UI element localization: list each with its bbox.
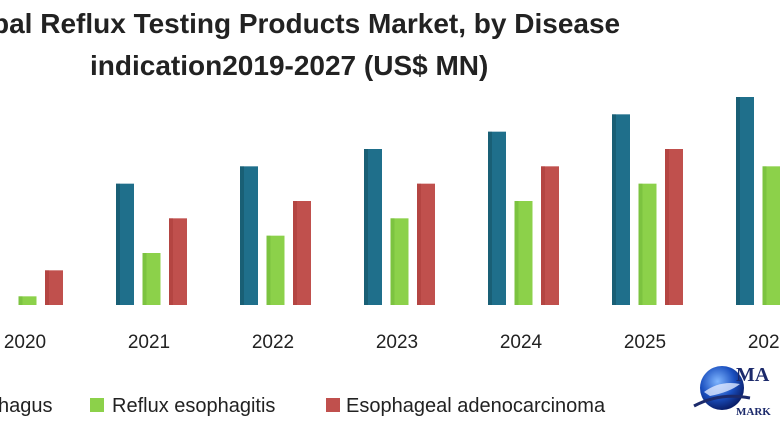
x-tick-label: 2025 (624, 332, 666, 353)
bar-shade-2024-2 (514, 201, 519, 305)
bar-2020-3 (45, 270, 63, 305)
legend-swatch (326, 398, 340, 412)
logo-text-bottom: MARK (736, 406, 771, 418)
bar-2025-1 (612, 114, 630, 305)
legend-label: Esophageal adenocarcinoma (346, 395, 606, 417)
bar-shade-2025-3 (665, 149, 669, 305)
globe-icon (693, 366, 751, 410)
bar-2022-2 (266, 235, 285, 305)
bar-shade-2023-2 (390, 218, 395, 305)
chart-title-line-2: indication2019-2027 (US$ MN) (90, 50, 489, 81)
bar-2021-3 (169, 218, 187, 305)
bar-2023-3 (417, 183, 435, 305)
bar-shade-2022-2 (266, 235, 271, 305)
bar-2022-1 (240, 166, 258, 305)
bar-shade-2024-3 (541, 166, 545, 305)
legend: hagus Reflux esophagitis Esophageal adenoc… (0, 395, 606, 417)
x-axis-ticks: 2020 2021 2022 2023 2024 2025 2026 (4, 332, 780, 353)
bar-shade-2021-3 (169, 218, 173, 305)
bars-group (18, 97, 780, 305)
bar-shade-2024-1 (488, 131, 492, 305)
x-tick-label: 2021 (128, 332, 170, 353)
bar-2023-1 (364, 149, 382, 305)
bar-2021-2 (142, 253, 161, 305)
bar-2024-3 (541, 166, 559, 305)
bar-shade-2020-2 (18, 296, 23, 305)
bar-shade-2025-1 (612, 114, 616, 305)
x-tick-label: 2023 (376, 332, 418, 353)
bar-shade-2026-2 (762, 166, 767, 305)
bar-2020-2 (18, 296, 37, 305)
bar-2021-1 (116, 183, 134, 305)
x-tick-label: 2026 (748, 332, 780, 353)
bar-2023-2 (390, 218, 409, 305)
bar-shade-2021-1 (116, 183, 120, 305)
x-tick-label: 2022 (252, 332, 294, 353)
bar-2024-2 (514, 201, 533, 305)
bar-2025-2 (638, 183, 657, 305)
bar-2025-3 (665, 149, 683, 305)
bar-shade-2023-1 (364, 149, 368, 305)
bar-2022-3 (293, 201, 311, 305)
bar-shade-2023-3 (417, 183, 421, 305)
legend-swatch (90, 398, 104, 412)
bar-shade-2026-1 (736, 97, 740, 305)
logo-text-top: MA (736, 364, 770, 386)
bar-shade-2022-1 (240, 166, 244, 305)
brand-logo: MA MARK (690, 362, 780, 422)
x-tick-label: 2024 (500, 332, 543, 353)
bar-2024-1 (488, 131, 506, 305)
bar-2026-1 (736, 97, 754, 305)
x-tick-label: 2020 (4, 332, 46, 353)
chart-title-line-1: bal Reflux Testing Products Market, by D… (0, 8, 621, 39)
bar-shade-2025-2 (638, 183, 643, 305)
bar-shade-2022-3 (293, 201, 297, 305)
legend-label: Reflux esophagitis (112, 395, 275, 417)
bar-shade-2021-2 (142, 253, 147, 305)
legend-label: hagus (0, 395, 53, 417)
bar-2026-2 (762, 166, 780, 305)
bar-shade-2020-3 (45, 270, 49, 305)
